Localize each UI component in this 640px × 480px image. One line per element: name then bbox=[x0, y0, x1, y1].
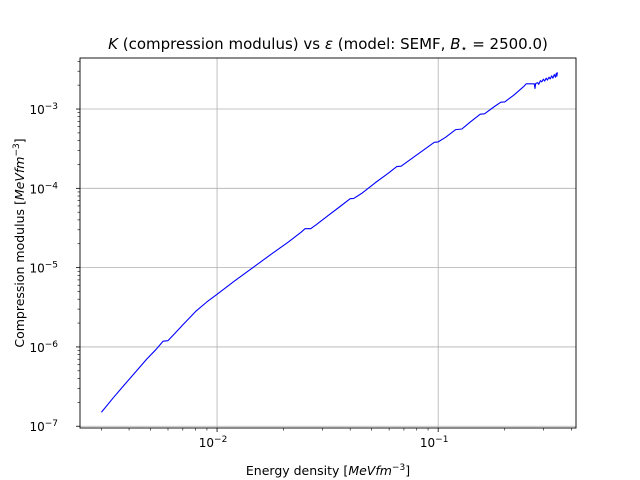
x-axis-label-close: ] bbox=[405, 463, 410, 478]
y-tick-label: 10−3 bbox=[29, 102, 58, 117]
y-tick-label: 10−5 bbox=[29, 261, 58, 276]
y-tick-exp: −3 bbox=[45, 102, 58, 112]
x-tick-exp: −1 bbox=[435, 435, 448, 445]
title-k: K bbox=[108, 35, 119, 53]
series-lines bbox=[101, 72, 558, 413]
y-axis-ticks: 10−710−610−510−410−3 bbox=[29, 60, 80, 434]
x-tick-label: 10−1 bbox=[420, 435, 449, 450]
x-tick-exp: −2 bbox=[214, 435, 227, 445]
y-tick-base: 10 bbox=[29, 103, 44, 117]
y-axis-label-unit: MeVfm bbox=[12, 157, 27, 201]
y-axis-label-close: ] bbox=[12, 138, 27, 143]
y-tick-base: 10 bbox=[29, 341, 44, 355]
x-axis-label-exp: −3 bbox=[392, 463, 405, 473]
y-axis-label-exp: −3 bbox=[12, 143, 22, 156]
title-b: B bbox=[450, 35, 460, 53]
y-tick-exp: −7 bbox=[45, 419, 58, 429]
series-line bbox=[101, 72, 558, 413]
x-tick-base: 10 bbox=[420, 436, 435, 450]
y-tick-exp: −4 bbox=[45, 181, 59, 191]
x-tick-base: 10 bbox=[199, 436, 214, 450]
title-star: ⋆ bbox=[461, 42, 468, 55]
y-axis-label: Compression modulus [MeVfm−3] bbox=[12, 138, 27, 347]
y-tick-label: 10−7 bbox=[29, 419, 58, 434]
grid-lines bbox=[80, 58, 576, 428]
x-axis-label: Energy density [MeVfm−3] bbox=[246, 463, 410, 478]
x-tick-label: 10−2 bbox=[199, 435, 228, 450]
y-tick-exp: −6 bbox=[45, 340, 59, 350]
y-tick-base: 10 bbox=[29, 182, 44, 196]
y-tick-base: 10 bbox=[29, 262, 44, 276]
y-axis-label-text: Compression modulus [ bbox=[12, 200, 27, 348]
y-tick-label: 10−6 bbox=[29, 340, 58, 355]
title-value: = 2500.0) bbox=[467, 35, 547, 53]
title-model: (model: SEMF, bbox=[333, 35, 450, 53]
title-epsilon: ε bbox=[325, 35, 333, 53]
x-axis-ticks: 10−2 10−1 bbox=[101, 428, 572, 450]
title-middle: (compression modulus) vs bbox=[118, 35, 325, 53]
y-tick-base: 10 bbox=[29, 420, 44, 434]
y-tick-label: 10−4 bbox=[29, 181, 58, 196]
y-tick-exp: −5 bbox=[45, 261, 58, 271]
x-axis-label-text: Energy density [ bbox=[246, 463, 348, 478]
chart-title: K (compression modulus) vs ε (model: SEM… bbox=[108, 35, 548, 55]
x-axis-label-unit: MeVfm bbox=[348, 463, 392, 478]
axes-frame bbox=[79, 57, 577, 429]
